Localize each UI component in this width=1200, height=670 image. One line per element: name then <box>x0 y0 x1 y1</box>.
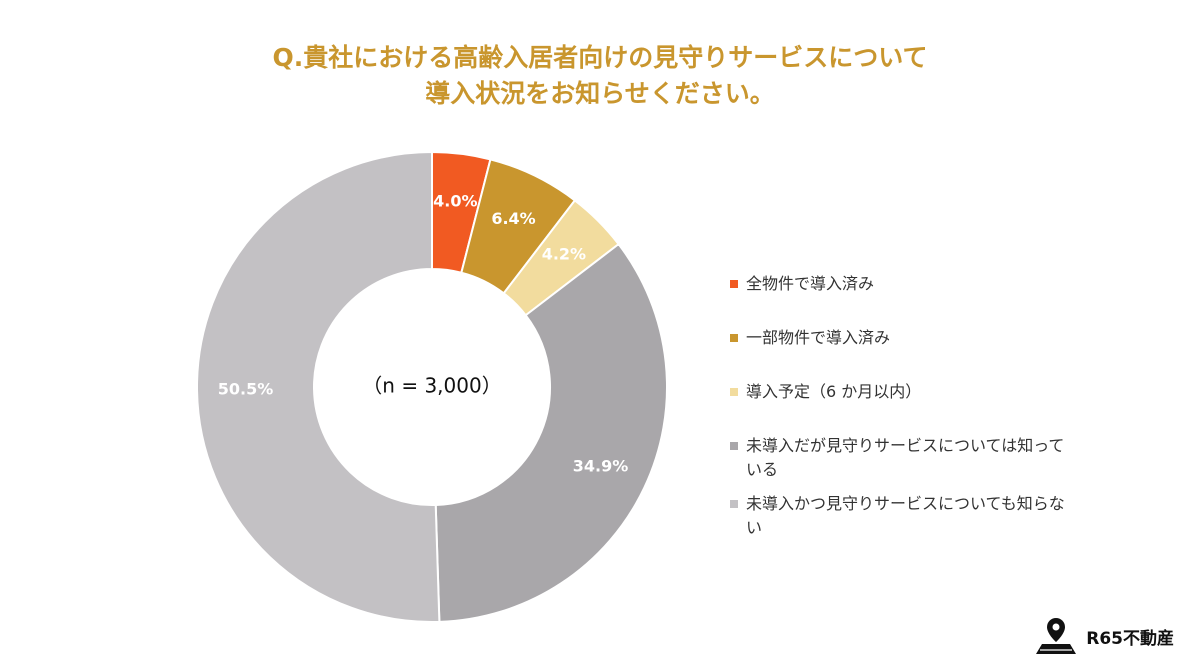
legend-label: 全物件で導入済み <box>746 274 875 293</box>
legend-item: 未導入かつ見守りサービスについても知らない <box>730 492 1090 540</box>
legend-label: 一部物件で導入済み <box>746 328 891 347</box>
donut-slice <box>196 150 441 623</box>
legend-item: 導入予定（6 か月以内） <box>730 380 1090 404</box>
legend-swatch <box>730 388 738 396</box>
legend-label: 導入予定（6 か月以内） <box>746 382 922 401</box>
chart-title: 導入状況をお知らせください。 <box>425 79 775 108</box>
logo: R65不動産 <box>1032 616 1174 656</box>
chart-title: Q.貴社における高齢入居者向けの見守りサービスについて <box>272 43 927 72</box>
value-label: 50.5% <box>218 379 274 398</box>
value-label: 4.2% <box>542 245 586 264</box>
legend-item: 一部物件で導入済み <box>730 326 1090 350</box>
value-label: 6.4% <box>491 209 535 228</box>
center-label: （n = 3,000） <box>362 374 501 398</box>
legend: 全物件で導入済み 一部物件で導入済み導入予定（6 か月以内） 未導入だが見守りサービ… <box>730 272 1090 540</box>
legend-label: 未導入だが見守りサービスについては知っている <box>746 436 1065 479</box>
legend-item: 未導入だが見守りサービスについては知っている <box>730 434 1090 482</box>
legend-label: 未導入かつ見守りサービスについても知らない <box>746 494 1065 537</box>
legend-swatch <box>730 334 738 342</box>
logo-text: R65不動産 <box>1086 628 1174 649</box>
value-label: 34.9% <box>573 456 629 475</box>
legend-item: 全物件で導入済み <box>730 272 1090 296</box>
legend-swatch <box>730 280 738 288</box>
value-label: 4.0% <box>433 191 477 210</box>
donut-slice <box>434 242 668 623</box>
legend-swatch <box>730 500 738 508</box>
logo-icon <box>1036 618 1077 654</box>
legend-swatch <box>730 442 738 450</box>
